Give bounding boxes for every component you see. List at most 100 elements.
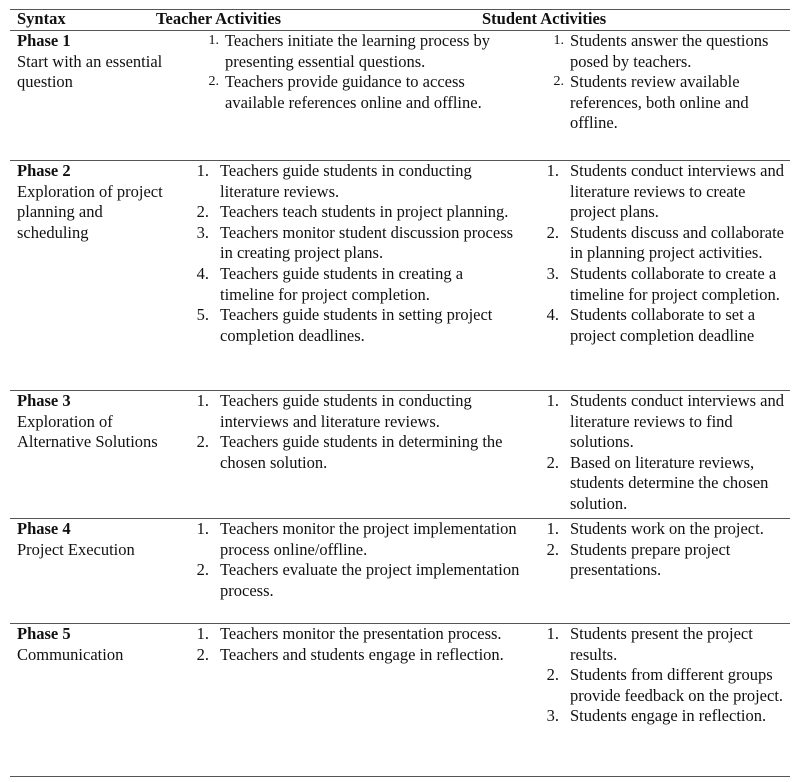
item-text: Teachers guide students in conducting in… — [220, 391, 472, 431]
item-text: Students prepare project presentations. — [570, 539, 731, 580]
row-rule — [10, 390, 790, 391]
item-number: 2. — [196, 202, 209, 222]
teacher-activity-item: 1. Teachers guide students in conducting … — [185, 161, 520, 202]
student-activity-item: 3. Students collaborate to create a timel… — [535, 264, 790, 305]
student-activity-list: 1. Students answer the questions posed by… — [535, 31, 790, 134]
item-number: 1. — [546, 391, 559, 410]
table-row-phase-4: Phase 4 Project Execution 1. Teachers moni… — [10, 519, 790, 623]
item-text: Teachers guide students in creating a ti… — [220, 263, 464, 304]
student-activity-list: 1. Students conduct interviews and litera… — [535, 391, 790, 515]
student-activity-item: 2. Students review available references, … — [535, 72, 790, 134]
teacher-activity-list: 1. Teachers guide students in conducting … — [185, 391, 520, 473]
student-activities-cell: 1. Students conduct interviews and litera… — [535, 161, 790, 346]
item-text: Teachers monitor the project implementat… — [220, 519, 517, 559]
teacher-activities-cell: 1. Teachers guide students in conducting … — [185, 391, 520, 473]
student-activity-item: 1. Students conduct interviews and litera… — [535, 391, 790, 453]
student-activity-list: 1. Students conduct interviews and litera… — [535, 161, 790, 346]
teacher-activity-item: 2. Teachers and students engage in reflec… — [185, 645, 520, 666]
teacher-activity-item: 1. Teachers guide students in conducting … — [185, 391, 520, 432]
header-student-activities: Student Activities — [482, 10, 607, 28]
teacher-activities-cell: 1. Teachers monitor the project implement… — [185, 519, 520, 601]
student-activity-item: 1. Students answer the questions posed by… — [535, 31, 790, 72]
header-syntax: Syntax — [17, 10, 66, 28]
item-number: 1. — [196, 519, 209, 538]
item-number: 1. — [546, 161, 559, 180]
row-rule — [10, 160, 790, 161]
syntax-cell: Phase 4 Project Execution — [17, 519, 177, 560]
table-header-row: Syntax Teacher Activities Student Activi… — [10, 10, 790, 30]
teacher-activity-list: 1. Teachers monitor the presentation proc… — [185, 624, 520, 665]
item-text: Teachers teach students in project plann… — [220, 202, 509, 222]
item-text: Teachers monitor student discussion proc… — [220, 222, 514, 263]
student-activity-item: 1. Students conduct interviews and litera… — [535, 161, 790, 223]
teacher-activity-item: 1. Teachers monitor the presentation proc… — [185, 624, 520, 645]
teacher-activity-list: 1. Teachers initiate the learning process… — [190, 31, 525, 113]
item-number: 3. — [546, 706, 559, 726]
item-number: 2. — [546, 222, 559, 242]
teacher-activity-item: 1. Teachers monitor the project implement… — [185, 519, 520, 560]
phase-name: Exploration of Alternative Solutions — [17, 411, 158, 452]
item-number: 2. — [546, 452, 559, 472]
teacher-activities-cell: 1. Teachers guide students in conducting … — [185, 161, 520, 346]
phase-label: Phase 4 — [17, 519, 71, 538]
teacher-activity-item: 2. Teachers teach students in project pla… — [185, 202, 520, 223]
item-number: 5. — [196, 305, 209, 325]
item-text: Students collaborate to set a project co… — [570, 305, 756, 345]
item-text: Students engage in reflection. — [570, 706, 767, 726]
item-text: Students discuss and collaborate in plan… — [570, 222, 785, 263]
item-text: Students conduct interviews and literatu… — [570, 391, 785, 452]
item-number: 2. — [196, 560, 209, 580]
table-row-phase-3: Phase 3 Exploration of Alternative Solut… — [10, 391, 790, 518]
teacher-activity-item: 1. Teachers initiate the learning process… — [190, 31, 525, 72]
student-activity-item: 2. Students discuss and collaborate in pl… — [535, 223, 790, 264]
item-number: 2. — [553, 74, 565, 90]
student-activities-cell: 1. Students present the project results. 2… — [535, 624, 790, 727]
item-text: Based on literature reviews, students de… — [570, 452, 769, 513]
header-rule — [10, 30, 790, 31]
teacher-activity-item: 2. Teachers evaluate the project implemen… — [185, 560, 520, 601]
phase-name: Start with an essential question — [17, 51, 163, 92]
table-row-phase-1: Phase 1 Start with an essential question… — [10, 31, 790, 160]
item-number: 2. — [208, 74, 220, 90]
student-activity-item: 2. Students from different groups provide… — [535, 665, 790, 706]
student-activities-cell: 1. Students conduct interviews and litera… — [535, 391, 790, 515]
teacher-activity-item: 2. Teachers provide guidance to access av… — [190, 72, 525, 113]
phase-label: Phase 1 — [17, 31, 71, 50]
item-text: Teachers evaluate the project implementa… — [220, 560, 520, 600]
teacher-activity-item: 2. Teachers guide students in determining… — [185, 432, 520, 473]
header-teacher-activities: Teacher Activities — [156, 10, 282, 28]
student-activity-item: 1. Students work on the project. — [535, 519, 790, 540]
phase-label: Phase 3 — [17, 391, 71, 410]
item-text: Students collaborate to create a timelin… — [570, 263, 780, 304]
item-number: 4. — [546, 305, 559, 325]
item-number: 1. — [546, 519, 559, 538]
syntax-cell: Phase 1 Start with an essential question — [17, 31, 177, 93]
teacher-activity-item: 5. Teachers guide students in setting pro… — [185, 305, 520, 346]
item-text: Teachers initiate the learning process b… — [225, 31, 491, 71]
teacher-activity-list: 1. Teachers guide students in conducting … — [185, 161, 520, 346]
item-text: Teachers guide students in determining t… — [220, 432, 503, 472]
teacher-activity-item: 4. Teachers guide students in creating a … — [185, 264, 520, 305]
item-number: 2. — [196, 432, 209, 452]
item-text: Students work on the project. — [570, 519, 764, 538]
item-text: Students answer the questions posed by t… — [570, 31, 769, 71]
item-number: 1. — [196, 161, 209, 180]
phase-name: Exploration of project planning and sche… — [17, 181, 163, 242]
student-activity-item: 1. Students present the project results. — [535, 624, 790, 665]
student-activity-item: 3. Students engage in reflection. — [535, 706, 790, 727]
student-activity-item: 4. Students collaborate to set a project … — [535, 305, 790, 346]
item-number: 2. — [196, 644, 209, 664]
syntax-cell: Phase 2 Exploration of project planning … — [17, 161, 177, 243]
row-rule — [10, 776, 790, 777]
item-number: 3. — [546, 263, 559, 283]
item-text: Students review available references, bo… — [570, 72, 749, 133]
item-text: Students conduct interviews and literatu… — [570, 161, 785, 222]
item-number: 2. — [546, 539, 559, 559]
student-activity-item: 2. Students prepare project presentations… — [535, 540, 790, 581]
item-text: Students present the project results. — [570, 624, 753, 664]
phase-name: Communication — [17, 644, 124, 664]
row-rule — [10, 518, 790, 519]
syntax-cell: Phase 5 Communication — [17, 624, 177, 665]
student-activities-cell: 1. Students work on the project. 2. Student… — [535, 519, 790, 581]
item-number: 1. — [196, 391, 209, 410]
